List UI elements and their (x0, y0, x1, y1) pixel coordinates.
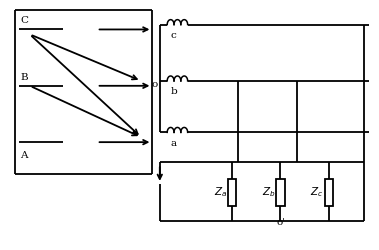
Text: C: C (20, 16, 28, 25)
Text: B: B (20, 73, 28, 82)
Text: $Z_b$: $Z_b$ (262, 185, 276, 198)
Text: b: b (171, 88, 178, 96)
Bar (228, 179, 236, 206)
Text: A: A (20, 151, 28, 160)
Text: o: o (152, 80, 158, 89)
Text: $Z_c$: $Z_c$ (310, 185, 323, 198)
Text: $Z_a$: $Z_a$ (214, 185, 227, 198)
Text: o': o' (277, 218, 286, 228)
Bar (325, 179, 333, 206)
Bar (276, 179, 285, 206)
Text: a: a (171, 139, 177, 148)
Text: c: c (171, 31, 177, 40)
